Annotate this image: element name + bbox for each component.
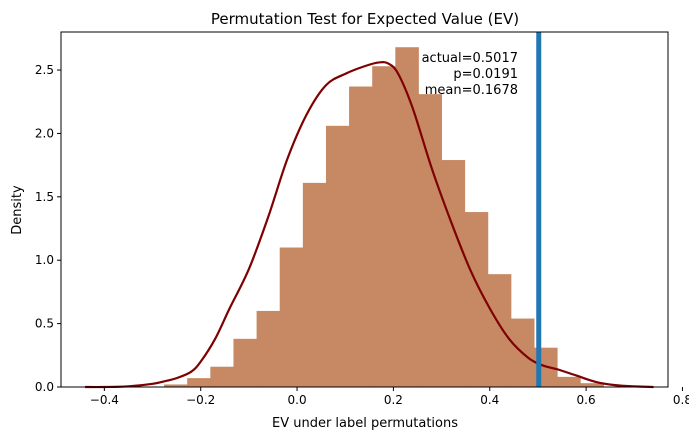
histogram-bar: [302, 182, 327, 387]
y-axis-label: Density: [10, 185, 25, 235]
x-tick-label: 0.2: [384, 393, 403, 407]
kde-curve: [85, 61, 654, 389]
histogram-bar: [233, 338, 257, 387]
kde-layer: [85, 61, 654, 389]
stats-annotation: actual=0.5017 p=0.0191 mean=0.1678: [422, 51, 518, 98]
x-tick-label: 0.4: [480, 393, 499, 407]
histogram-bar: [441, 160, 466, 387]
x-tick-label: −0.4: [90, 393, 119, 407]
annotation-mean: mean=0.1678: [425, 83, 518, 98]
annotation-p: p=0.0191: [453, 67, 518, 82]
y-tick-label: 0.0: [35, 380, 54, 394]
histogram-bar: [325, 125, 350, 388]
x-axis-ticks: −0.4 −0.2 0.0 0.2 0.4 0.6 0.8: [90, 387, 689, 407]
histogram-bar: [210, 366, 234, 387]
y-tick-label: 1.5: [35, 190, 54, 204]
x-tick-label: 0.0: [288, 393, 307, 407]
chart-title: Permutation Test for Expected Value (EV): [211, 10, 519, 28]
plot-frame: [60, 31, 669, 388]
y-tick-label: 0.5: [35, 317, 54, 331]
histogram-bar: [557, 376, 581, 387]
histogram-bar: [395, 47, 419, 387]
histogram-bar: [164, 384, 188, 387]
histogram-bar: [464, 212, 489, 387]
x-tick-label: −0.2: [186, 393, 215, 407]
annotation-actual: actual=0.5017: [422, 51, 518, 66]
histogram-bar: [580, 383, 604, 387]
histogram-bar: [372, 66, 396, 387]
x-tick-label: 0.6: [577, 393, 596, 407]
histogram-bar: [418, 94, 442, 387]
histogram-bar: [187, 378, 211, 387]
histogram-bar: [487, 274, 512, 387]
histogram-bar: [279, 247, 304, 387]
y-tick-label: 1.0: [35, 253, 54, 267]
histogram-bars: [164, 47, 604, 388]
histogram-bar: [256, 310, 281, 387]
histogram-bar: [349, 86, 373, 388]
y-axis-ticks: 0.0 0.5 1.0 1.5 2.0 2.5: [35, 63, 61, 394]
y-tick-label: 2.5: [35, 63, 54, 77]
y-tick-label: 2.0: [35, 126, 54, 140]
x-axis-label: EV under label permutations: [272, 416, 458, 431]
x-tick-label: 0.8: [673, 393, 689, 407]
